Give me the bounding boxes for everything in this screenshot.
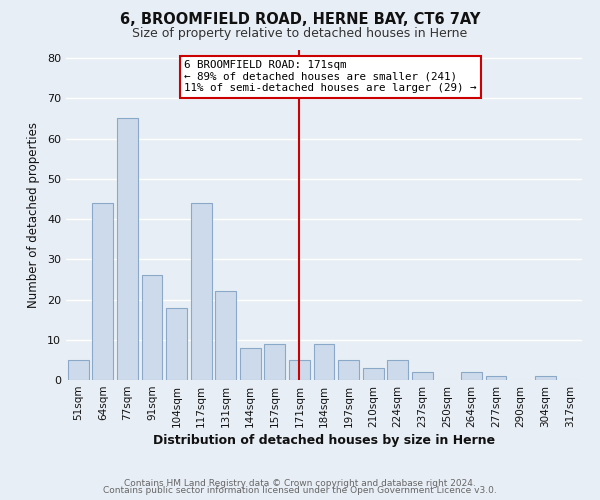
Bar	[166, 308, 187, 380]
Bar	[412, 372, 433, 380]
Text: 6 BROOMFIELD ROAD: 171sqm
← 89% of detached houses are smaller (241)
11% of semi: 6 BROOMFIELD ROAD: 171sqm ← 89% of detac…	[184, 60, 476, 94]
Bar	[265, 344, 286, 380]
Bar	[338, 360, 359, 380]
Bar	[191, 203, 212, 380]
Bar	[535, 376, 556, 380]
Text: 6, BROOMFIELD ROAD, HERNE BAY, CT6 7AY: 6, BROOMFIELD ROAD, HERNE BAY, CT6 7AY	[120, 12, 480, 28]
Bar	[387, 360, 408, 380]
Bar	[142, 276, 163, 380]
Bar	[289, 360, 310, 380]
Bar	[92, 203, 113, 380]
Y-axis label: Number of detached properties: Number of detached properties	[27, 122, 40, 308]
Text: Size of property relative to detached houses in Herne: Size of property relative to detached ho…	[133, 28, 467, 40]
Bar	[68, 360, 89, 380]
Bar	[117, 118, 138, 380]
Bar	[314, 344, 334, 380]
Text: Contains HM Land Registry data © Crown copyright and database right 2024.: Contains HM Land Registry data © Crown c…	[124, 478, 476, 488]
Bar	[461, 372, 482, 380]
Text: Contains public sector information licensed under the Open Government Licence v3: Contains public sector information licen…	[103, 486, 497, 495]
Bar	[240, 348, 261, 380]
Bar	[362, 368, 383, 380]
X-axis label: Distribution of detached houses by size in Herne: Distribution of detached houses by size …	[153, 434, 495, 447]
Bar	[485, 376, 506, 380]
Bar	[215, 292, 236, 380]
